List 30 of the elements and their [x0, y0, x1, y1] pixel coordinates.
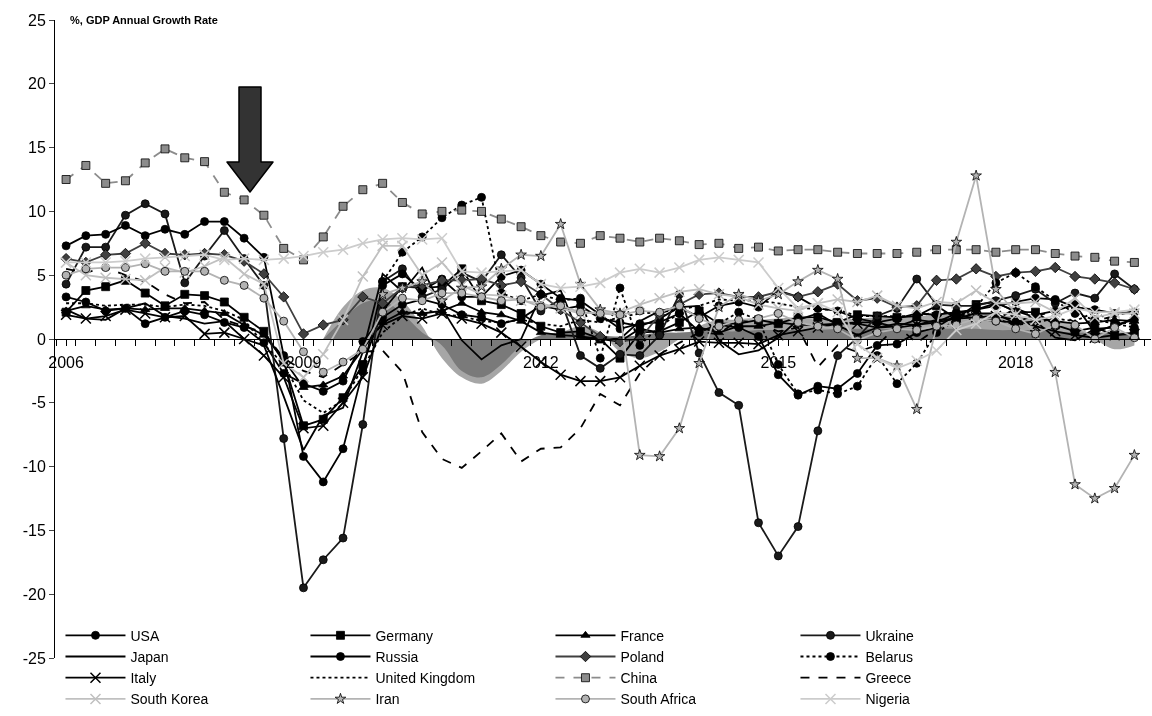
legend-label: Russia: [375, 648, 419, 665]
x-tick-label: 2018: [997, 354, 1034, 372]
legend-label: USA: [130, 627, 160, 644]
legend-label: South Korea: [130, 691, 209, 708]
y-tick-label: 10: [28, 203, 46, 220]
legend-label: France: [620, 627, 665, 644]
x-tick-label: 2009: [285, 354, 322, 372]
legend-label: Germany: [375, 627, 434, 644]
y-tick-label: -15: [22, 522, 46, 539]
y-tick-label: -10: [22, 458, 46, 476]
y-tick-label: 0: [36, 330, 46, 348]
y-axis-title: %, GDP Annual Growth Rate: [70, 14, 218, 26]
y-tick-label: -20: [22, 585, 46, 603]
y-tick-label: -25: [22, 649, 46, 667]
legend-label: Belarus: [865, 648, 913, 665]
legend-label: Greece: [865, 670, 912, 687]
legend-label: South Africa: [620, 691, 697, 708]
y-tick-label: 25: [28, 11, 46, 29]
legend-label: Iran: [375, 691, 400, 708]
legend-label: United Kingdom: [375, 670, 476, 687]
y-tick-label: 20: [28, 75, 46, 93]
y-tick-label: 5: [36, 266, 46, 284]
legend-label: Poland: [620, 648, 665, 665]
y-tick-label: 15: [28, 139, 46, 157]
legend-label: Nigeria: [865, 691, 911, 708]
legend-label: Japan: [130, 648, 169, 665]
legend-label: China: [620, 670, 658, 687]
legend-label: Italy: [130, 670, 157, 687]
y-tick-label: -5: [31, 394, 46, 412]
legend-label: Ukraine: [865, 627, 914, 644]
